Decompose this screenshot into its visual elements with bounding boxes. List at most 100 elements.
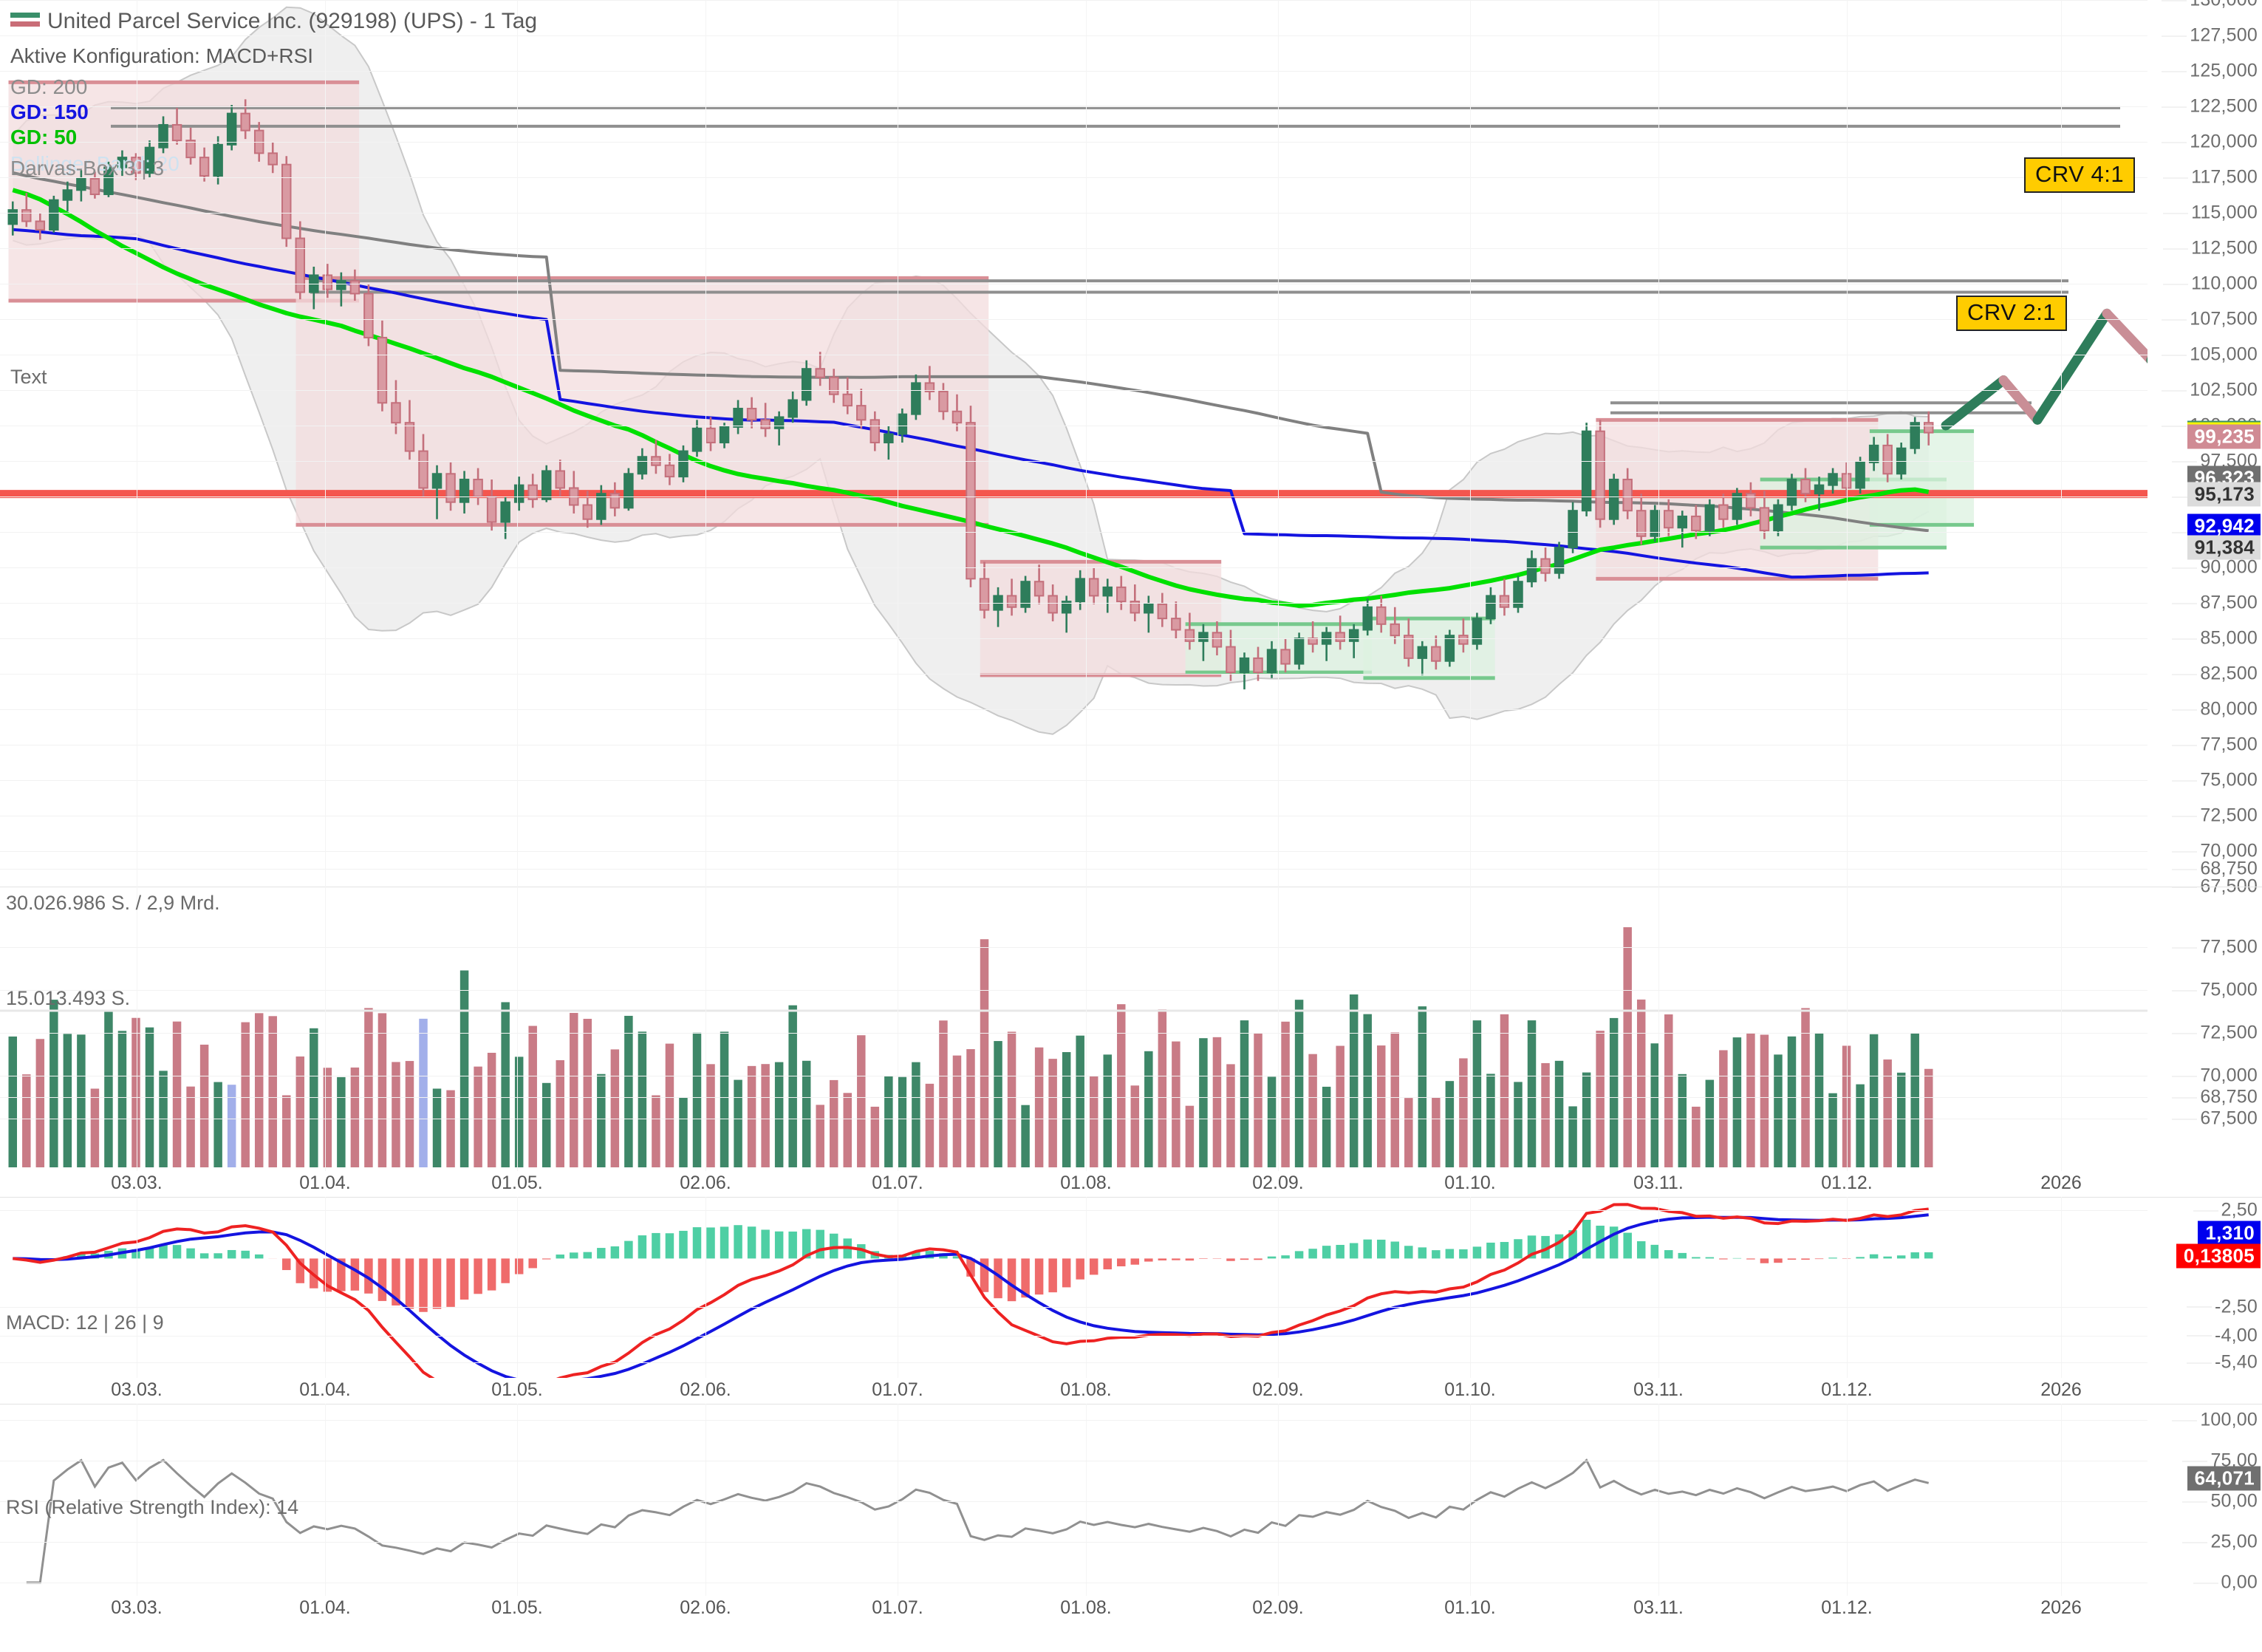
date-axis-volume[interactable]: 03.03. 01.04. 01.05. 02.06. 01.07. 01.08. 02.0…	[0, 1171, 2147, 1198]
gridline-vertical	[705, 1404, 706, 1596]
date-axis-macd[interactable]: 03.03. 01.04. 01.05. 02.06. 01.07. 01.08. 02.0…	[0, 1378, 2147, 1404]
macd-line-badge[interactable]: 1,310	[2198, 1221, 2261, 1246]
date-axis-tick: 01.10.	[1444, 1597, 1496, 1618]
price-plot-area[interactable]	[0, 0, 2147, 887]
macd-settings-label[interactable]: MACD: 12 | 26 | 9	[6, 1311, 164, 1334]
gridline	[0, 1033, 2147, 1034]
gridline-vertical	[1658, 1404, 1659, 1596]
gridline	[0, 851, 2147, 852]
gridline	[0, 947, 2147, 948]
gridline-vertical	[325, 0, 326, 887]
gridline	[0, 1335, 2147, 1337]
gridline	[0, 0, 2147, 1]
macd-panel[interactable]: 2,50 -2,50 -4,00 -5,40 1,310 0,13805 MACD: 12…	[0, 1197, 2262, 1378]
gridline-vertical	[705, 887, 706, 1171]
gridline	[0, 709, 2147, 710]
gridline-vertical	[1086, 1404, 1087, 1596]
gridline	[0, 177, 2147, 178]
date-axis-tick: 01.08.	[1060, 1597, 1112, 1618]
gridline	[0, 248, 2147, 249]
date-axis-tick: 01.08.	[1060, 1173, 1112, 1193]
volume-axis[interactable]: 77,500 75,000 72,500 70,000 68,750 67,500	[2147, 887, 2262, 1171]
price-axis-tick: 85,000	[2172, 628, 2258, 649]
gridline	[0, 567, 2147, 568]
ma150-value-badge[interactable]: 92,942	[2187, 513, 2261, 538]
gridline-vertical	[705, 0, 706, 887]
crv-4-1-badge[interactable]: CRV 4:1	[2024, 157, 2136, 194]
rsi-value-badge[interactable]: 64,071	[2187, 1466, 2261, 1491]
gridline	[0, 496, 2147, 497]
date-axis-tick: 01.04.	[299, 1173, 351, 1193]
price-panel[interactable]: 130,000 127,500 125,000 122,500 120,000 117,5…	[0, 0, 2262, 897]
macd-signal-badge[interactable]: 0,13805	[2176, 1243, 2261, 1269]
price-axis-tick: 115,000	[2163, 202, 2258, 224]
date-axis-tick: 01.12.	[1821, 1597, 1873, 1618]
price-axis-tick: 130,000	[2162, 0, 2258, 11]
price-axis-tick: 77,500	[2172, 734, 2258, 756]
rsi-settings-label[interactable]: RSI (Relative Strength Index): 14	[6, 1496, 299, 1518]
gridline	[0, 780, 2147, 781]
volume-total-label: 30.026.986 S. / 2,9 Mrd.	[6, 892, 220, 914]
date-axis-tick: 02.09.	[1252, 1379, 1304, 1400]
volume-average-label: 15.013.493 S.	[6, 987, 131, 1009]
gridline-vertical	[1847, 887, 1848, 1171]
date-axis-tick: 03.03.	[111, 1173, 163, 1193]
macd-axis[interactable]: 2,50 -2,50 -4,00 -5,40 1,310 0,13805	[2147, 1197, 2262, 1378]
volume-panel[interactable]: 77,500 75,000 72,500 70,000 68,750 67,500 30.…	[0, 887, 2262, 1171]
gridline-vertical	[517, 887, 518, 1171]
gridline-vertical	[2061, 1197, 2062, 1378]
alert-price-badge[interactable]: 95,173	[2187, 482, 2261, 507]
date-axis-tick: 01.04.	[299, 1597, 351, 1618]
date-axis-tick: 03.11.	[1633, 1379, 1684, 1400]
ask-price-badge[interactable]: 99,235	[2187, 424, 2261, 449]
date-axis-tick: 01.05.	[491, 1379, 543, 1400]
text-annotation[interactable]: Text	[10, 366, 47, 388]
gridline-vertical	[1847, 1197, 1848, 1378]
gridline-vertical	[1278, 1404, 1279, 1596]
gridline-vertical	[1658, 1197, 1659, 1378]
gridline	[0, 532, 2147, 533]
date-axis-rsi[interactable]: 03.03. 01.04. 01.05. 02.06. 01.07. 01.08. 02.0…	[0, 1596, 2147, 1622]
macd-plot-area[interactable]	[0, 1197, 2147, 1378]
gridline-vertical	[1278, 0, 1279, 887]
price-axis-tick: 80,000	[2172, 699, 2258, 720]
gridline-vertical	[2061, 887, 2062, 1171]
price-axis-tick: 72,500	[2172, 805, 2258, 827]
volume-plot-area[interactable]	[0, 887, 2147, 1171]
macd-axis-tick: -5,40	[2187, 1352, 2258, 1373]
date-axis-tick: 01.05.	[491, 1173, 543, 1193]
macd-axis-tick: -2,50	[2187, 1296, 2258, 1317]
date-axis-tick: 01.08.	[1060, 1379, 1112, 1400]
price-series-layer	[0, 6, 2147, 735]
price-axis-tick: 110,000	[2163, 273, 2258, 295]
price-axis-tick: 120,000	[2162, 132, 2258, 153]
price-axis-tick: 105,000	[2162, 344, 2258, 366]
price-axis[interactable]: 130,000 127,500 125,000 122,500 120,000 117,5…	[2147, 0, 2262, 897]
gridline-vertical	[1470, 1404, 1471, 1596]
gridline-vertical	[517, 1197, 518, 1378]
gridline-vertical	[1278, 1197, 1279, 1378]
crv-2-1-badge[interactable]: CRV 2:1	[1956, 296, 2068, 332]
gridline	[0, 1362, 2147, 1364]
date-axis-tick: 03.03.	[111, 1379, 163, 1400]
rsi-panel[interactable]: 100,00 75,00 50,00 25,00 0,00 64,071 RSI (Rel…	[0, 1404, 2262, 1596]
price-axis-tick: 72,500	[2172, 1023, 2258, 1044]
price-axis-tick: 75,000	[2172, 770, 2258, 791]
rsi-axis-tick: 25,00	[2182, 1532, 2258, 1553]
gridline	[0, 142, 2147, 143]
rsi-plot-area[interactable]	[0, 1404, 2147, 1596]
macd-axis-tick: -4,00	[2187, 1325, 2258, 1346]
gridline-vertical	[2061, 0, 2062, 887]
date-axis-tick: 2026	[2040, 1379, 2082, 1400]
date-axis-tick: 01.10.	[1444, 1379, 1496, 1400]
gridline	[0, 319, 2147, 320]
bollinger-value-badge[interactable]: 91,384	[2187, 535, 2261, 560]
date-axis-tick: 03.11.	[1633, 1597, 1684, 1618]
rsi-axis[interactable]: 100,00 75,00 50,00 25,00 0,00 64,071	[2147, 1404, 2262, 1596]
gridline-vertical	[1086, 1197, 1087, 1378]
gridline	[0, 869, 2147, 870]
gridline-vertical	[1847, 1404, 1848, 1596]
gridline	[0, 106, 2147, 107]
gridline	[0, 1501, 2147, 1502]
